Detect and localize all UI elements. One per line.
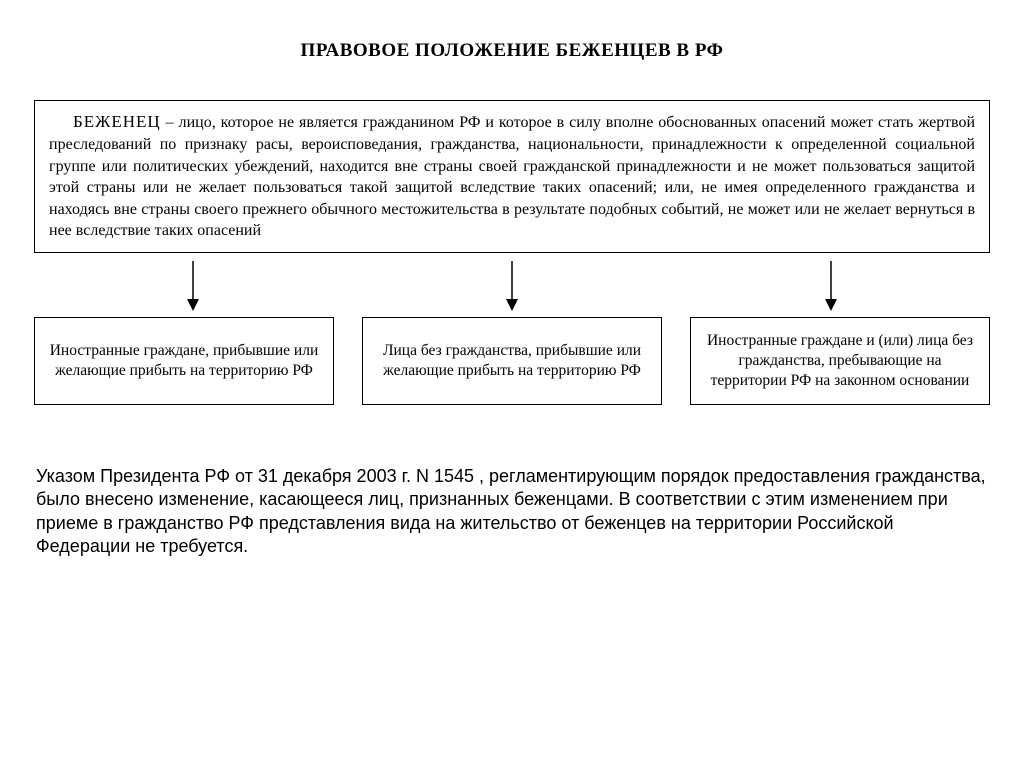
category-box-2: Лица без гражданства, прибывшие или жела… xyxy=(362,317,662,405)
arrow-3 xyxy=(671,259,990,313)
arrow-1 xyxy=(34,259,353,313)
arrow-down-icon xyxy=(502,261,522,311)
diagram-title: ПРАВОВОЕ ПОЛОЖЕНИЕ БЕЖЕНЦЕВ В РФ xyxy=(30,40,994,62)
arrow-down-icon xyxy=(821,261,841,311)
categories-row: Иностранные граждане, прибывшие или жела… xyxy=(34,317,990,405)
arrow-2 xyxy=(353,259,672,313)
arrow-down-icon xyxy=(183,261,203,311)
category-text: Иностранные граждане, прибывшие или жела… xyxy=(43,341,325,381)
footnote-text: Указом Президента РФ от 31 декабря 2003 … xyxy=(30,465,994,559)
category-box-1: Иностранные граждане, прибывшие или жела… xyxy=(34,317,334,405)
arrows-row xyxy=(34,259,990,313)
definition-term: БЕЖЕНЕЦ xyxy=(49,112,161,131)
category-text: Лица без гражданства, прибывшие или жела… xyxy=(371,341,653,381)
definition-box: БЕЖЕНЕЦ – лицо, которое не является граж… xyxy=(34,100,990,253)
category-text: Иностранные граждане и (или) лица без гр… xyxy=(699,331,981,391)
category-box-3: Иностранные граждане и (или) лица без гр… xyxy=(690,317,990,405)
definition-text: – лицо, которое не является гражданином … xyxy=(49,114,975,239)
